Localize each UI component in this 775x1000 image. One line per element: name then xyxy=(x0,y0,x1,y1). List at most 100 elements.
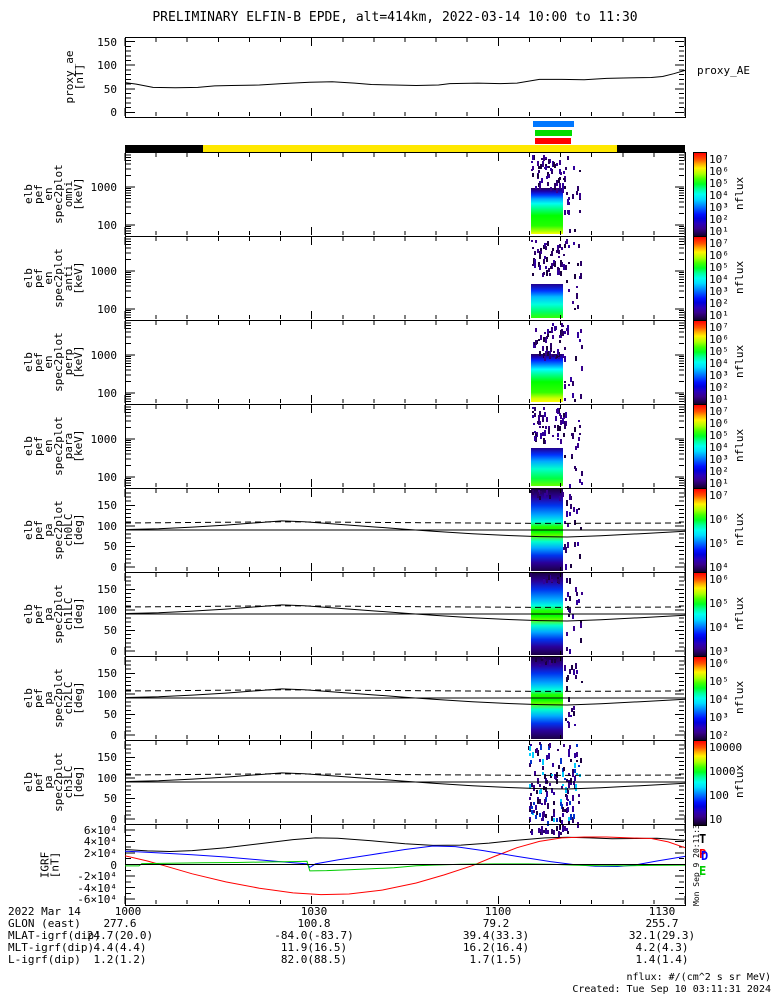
speckle xyxy=(561,786,564,790)
speckle xyxy=(552,248,555,252)
table-cell: 100.8 xyxy=(297,917,331,930)
speckle xyxy=(572,816,575,823)
speckle xyxy=(555,250,558,254)
speckle xyxy=(541,816,544,821)
y-tick-label: 0 xyxy=(110,858,117,872)
speckle xyxy=(574,399,577,403)
speckle xyxy=(529,762,532,767)
speckle xyxy=(566,801,569,806)
speckle xyxy=(564,380,567,383)
speckle xyxy=(567,711,570,717)
nflux-label: nflux xyxy=(733,176,746,210)
speckle xyxy=(552,161,555,167)
colorbar-5 xyxy=(693,572,707,658)
speckle xyxy=(559,334,562,338)
speckle xyxy=(568,817,571,822)
speckle xyxy=(546,241,549,247)
speckle xyxy=(548,174,550,179)
speckle xyxy=(564,420,567,426)
loss-cone-curve xyxy=(124,688,686,706)
speckle xyxy=(558,177,561,183)
speckle xyxy=(580,680,583,683)
speckle xyxy=(549,167,552,171)
speckle xyxy=(551,161,554,168)
speckle xyxy=(574,587,577,593)
speckle xyxy=(545,351,548,356)
y-tick-label: -2×10⁴ xyxy=(77,870,117,884)
speckle xyxy=(546,821,549,827)
speckle xyxy=(537,781,540,784)
colorbar-tick-label: 10⁶ xyxy=(709,573,729,586)
speckle xyxy=(560,262,563,268)
speckle xyxy=(534,749,537,753)
plot-title: PRELIMINARY ELFIN-B EPDE, alt=414km, 202… xyxy=(152,10,638,25)
speckle xyxy=(539,830,542,835)
speckle xyxy=(562,432,565,437)
speckle xyxy=(544,411,546,417)
y-tick-label: 1000 xyxy=(90,264,118,278)
speckle xyxy=(564,383,567,389)
speckle xyxy=(561,491,564,497)
speckle xyxy=(559,495,561,501)
date-label: 2022 Mar 14 xyxy=(8,905,81,918)
speckle xyxy=(531,272,534,276)
speckle xyxy=(535,431,538,434)
speckle xyxy=(543,774,546,780)
speckle xyxy=(539,426,542,428)
x-tick-label: 1030 xyxy=(300,905,328,918)
speckle xyxy=(570,782,572,786)
speckle xyxy=(544,493,547,499)
speckle xyxy=(541,432,544,437)
speckle xyxy=(561,323,564,328)
speckle xyxy=(552,830,555,835)
panel-box-anti xyxy=(125,236,686,321)
science-zone-bar-green xyxy=(535,129,572,136)
speckle xyxy=(536,340,539,344)
speckle xyxy=(549,186,552,191)
speckle xyxy=(575,674,578,679)
speckle xyxy=(559,802,562,807)
speckle xyxy=(566,677,569,683)
speckle xyxy=(530,490,532,493)
speckle xyxy=(566,280,569,283)
speckle xyxy=(566,788,569,793)
speckle xyxy=(552,434,555,437)
speckle xyxy=(561,819,564,824)
speckle xyxy=(545,791,548,798)
colorbar-tick-label: 10³ xyxy=(709,645,729,658)
y-tick-label: 0 xyxy=(110,645,117,659)
speckle xyxy=(563,186,566,189)
speckle xyxy=(580,272,583,279)
speckle xyxy=(540,802,543,805)
speckle xyxy=(579,757,582,763)
colorbar-tick-label: 10⁶ xyxy=(709,417,729,430)
speckle xyxy=(537,798,540,804)
table-row-label: GLON (east) xyxy=(8,917,81,930)
speckle xyxy=(543,430,546,437)
speckle xyxy=(567,782,570,789)
speckle xyxy=(538,783,541,787)
speckle xyxy=(559,244,562,248)
speckle xyxy=(567,289,570,292)
speckle xyxy=(566,210,569,215)
speckle xyxy=(579,479,582,484)
speckle xyxy=(569,511,572,516)
speckle xyxy=(529,573,532,578)
speckle xyxy=(530,760,532,764)
speckle xyxy=(570,759,573,763)
speckle xyxy=(568,800,571,805)
left-axis-label-anti: elb pef en spec2plot anti [keV] xyxy=(22,248,85,308)
speckle xyxy=(535,810,538,815)
speckle xyxy=(564,209,566,215)
proxy-ae-right-label: proxy_AE xyxy=(697,64,750,77)
speckle xyxy=(529,801,532,808)
panel-box-perp xyxy=(125,320,686,405)
speckle xyxy=(561,783,564,786)
left-axis-label-omni: elb pef en spec2plot omni [keV] xyxy=(22,164,85,224)
speckle xyxy=(564,778,566,780)
speckle xyxy=(558,351,561,357)
speckle xyxy=(542,579,545,585)
speckle xyxy=(545,829,548,834)
speckle xyxy=(538,421,541,426)
speckle xyxy=(559,438,562,444)
